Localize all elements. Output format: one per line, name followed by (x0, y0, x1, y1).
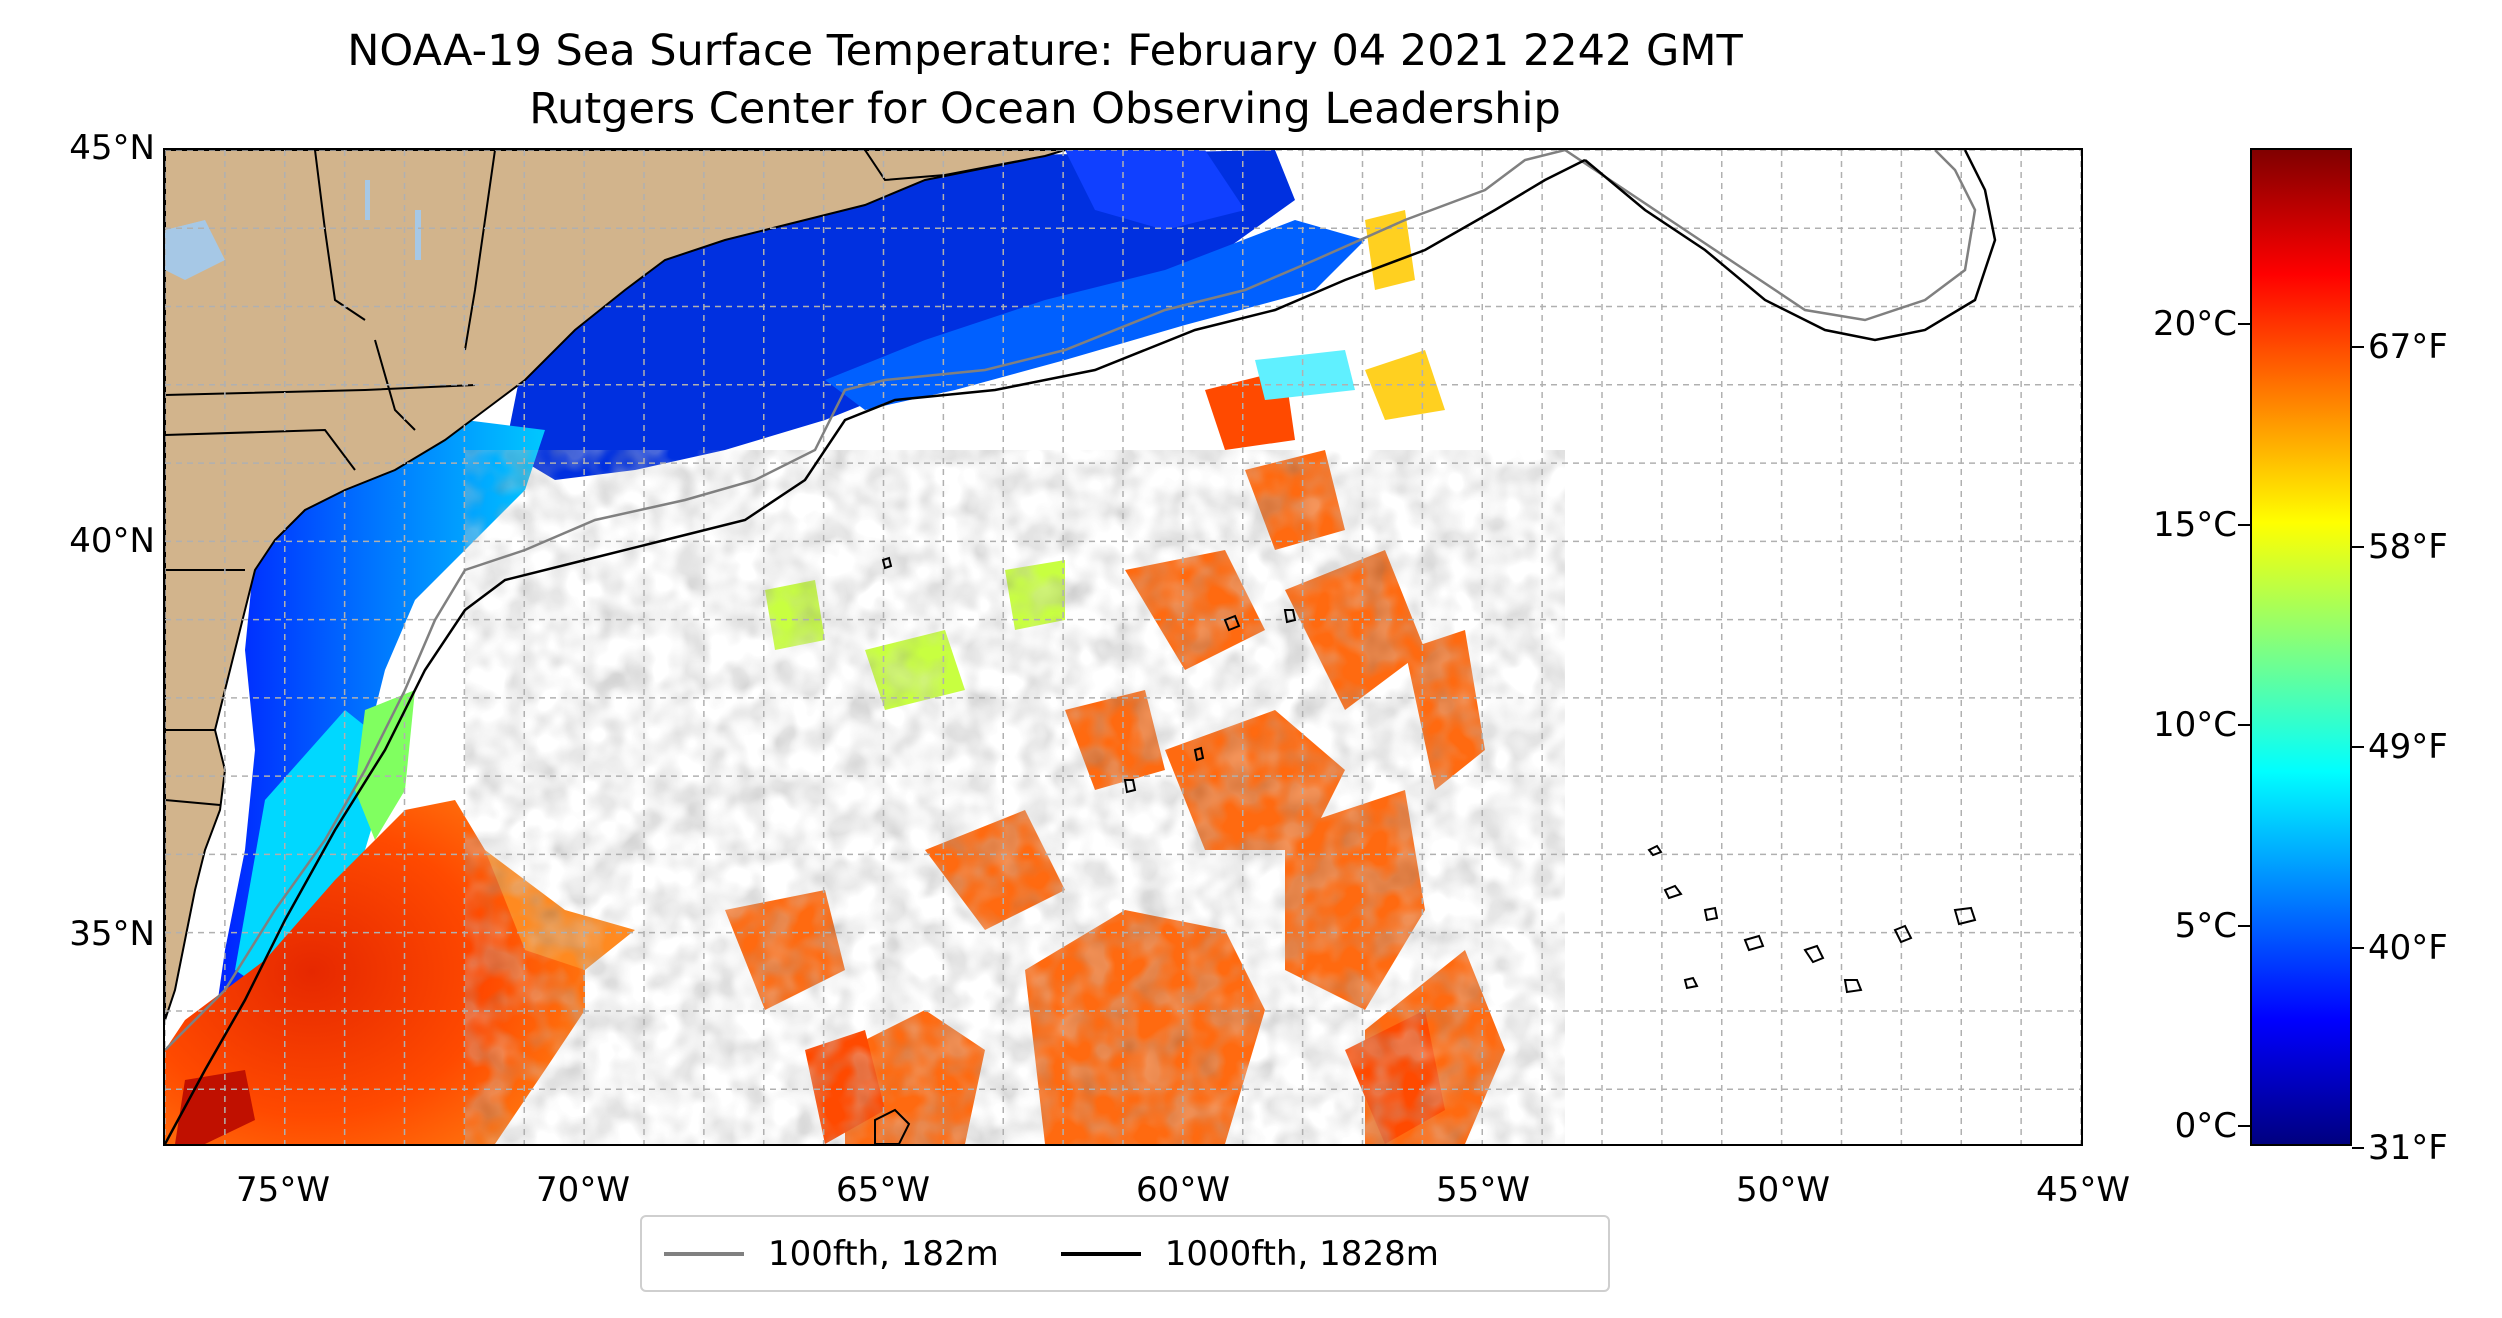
legend-swatch-1000fth (1060, 1251, 1141, 1256)
sst-map (163, 148, 2083, 1146)
colorbar-tick-celsius (2238, 1124, 2250, 1127)
shelf-cyan-strip (235, 710, 395, 990)
colorbar-tick-fahrenheit (2352, 1147, 2364, 1150)
lon-tick-label: 50°W (1736, 1170, 1830, 1210)
lon-tick-label: 70°W (536, 1170, 630, 1210)
sst-map-canvas (165, 150, 2081, 1144)
legend-swatch-100fth (664, 1251, 744, 1256)
legend-label-1000fth: 1000fth, 1828m (1164, 1233, 1439, 1274)
map-gridlines (165, 150, 2081, 1144)
colorbar-label-celsius: 5°C (2174, 905, 2237, 946)
colorbar-label-celsius: 15°C (2152, 504, 2237, 545)
legend-item-1000fth: 1000fth, 1828m (1039, 1234, 1439, 1274)
colorbar-tick-celsius (2238, 924, 2250, 927)
colorbar-tick-fahrenheit (2352, 546, 2364, 549)
colorbar-label-celsius: 0°C (2174, 1105, 2237, 1146)
contour-100fth (165, 150, 1566, 1051)
north-america-land (165, 150, 1066, 1021)
contour-1000fth (165, 158, 1586, 1144)
colorbar-tick-fahrenheit (2352, 946, 2364, 949)
chart-subtitle: Rutgers Center for Ocean Observing Leade… (529, 84, 1561, 134)
colorbar-label-celsius: 10°C (2152, 705, 2237, 746)
colorbar-label-celsius: 20°C (2152, 304, 2237, 345)
legend-label-100fth: 100fth, 182m (768, 1233, 999, 1274)
lon-tick-label: 60°W (1136, 1170, 1230, 1210)
nova-scotia-land (863, 150, 1066, 182)
colorbar-tick-fahrenheit (2352, 345, 2364, 348)
colorbar-tick-celsius (2238, 523, 2250, 526)
colorbar-label-fahrenheit: 67°F (2368, 326, 2448, 367)
shelf-green-strip (355, 690, 415, 840)
lon-tick-label: 65°W (836, 1170, 930, 1210)
colorbar-label-fahrenheit: 49°F (2368, 727, 2448, 768)
temperature-colorbar (2250, 148, 2352, 1146)
legend-item-100fth: 100fth, 182m (642, 1234, 999, 1274)
contour-1000fth-north (1584, 150, 1997, 342)
colorbar-tick-celsius (2238, 323, 2250, 326)
chart-title: NOAA-19 Sea Surface Temperature: Februar… (347, 26, 1743, 76)
lat-tick-label: 40°N (69, 520, 155, 561)
colorbar-tick-celsius (2238, 724, 2250, 727)
contour-legend: 100fth, 182m 1000fth, 1828m (640, 1215, 1610, 1292)
colorbar-label-fahrenheit: 31°F (2368, 1128, 2448, 1169)
cold-patch-north (1065, 150, 1245, 230)
sst-data-layer (165, 150, 1565, 1144)
lon-tick-label: 75°W (236, 1170, 330, 1210)
lon-tick-label: 45°W (2036, 1170, 2130, 1210)
lat-tick-label: 45°N (69, 128, 155, 168)
cold-shelf-band-2 (825, 220, 1365, 410)
lon-tick-label: 55°W (1436, 1170, 1530, 1210)
lat-tick-label: 35°N (69, 913, 155, 954)
colorbar-label-fahrenheit: 58°F (2368, 527, 2448, 568)
contour-100fth-north (1564, 150, 1977, 322)
colorbar-label-fahrenheit: 40°F (2368, 927, 2448, 968)
colorbar-tick-fahrenheit (2352, 746, 2364, 749)
